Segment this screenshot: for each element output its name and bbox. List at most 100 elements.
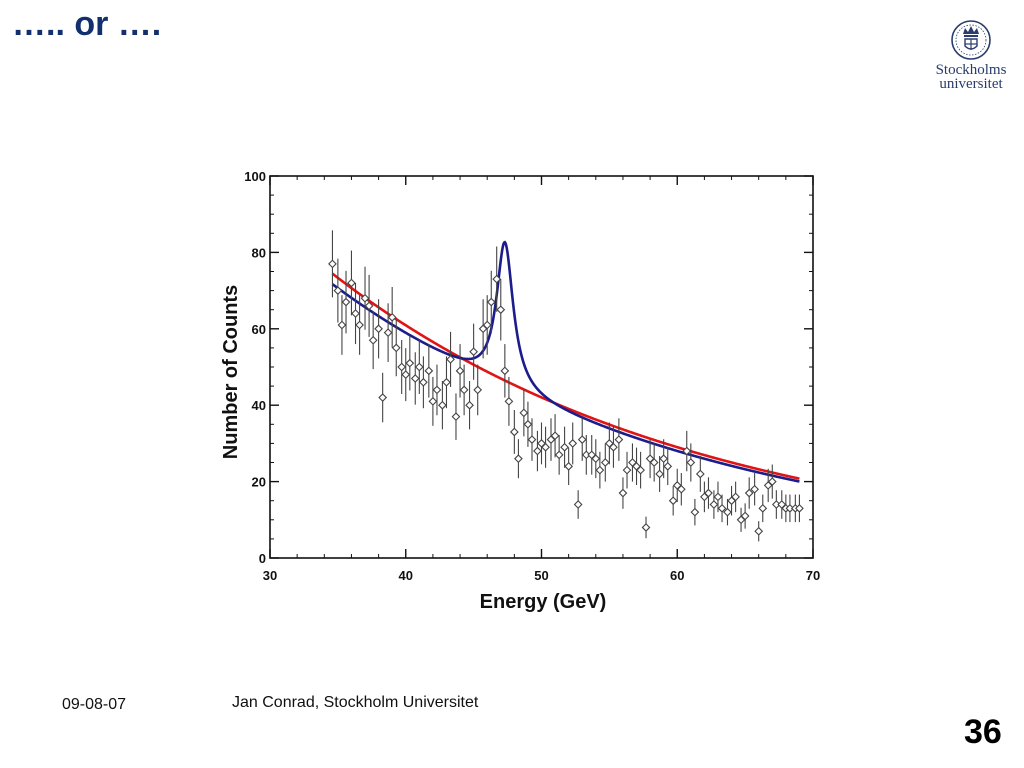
point-marker bbox=[686, 458, 696, 467]
data-point bbox=[795, 494, 804, 523]
data-point bbox=[451, 393, 461, 440]
data-point bbox=[622, 451, 632, 489]
point-marker bbox=[446, 354, 455, 364]
data-point bbox=[740, 503, 750, 529]
point-marker bbox=[600, 458, 610, 467]
data-point bbox=[405, 335, 415, 391]
data-point bbox=[337, 295, 347, 355]
footer-date: 09-08-07 bbox=[62, 696, 127, 713]
data-point bbox=[537, 422, 546, 465]
data-point bbox=[577, 418, 587, 461]
data-point bbox=[519, 389, 529, 437]
data-point bbox=[442, 356, 451, 409]
background-fit-line bbox=[331, 272, 800, 480]
point-marker bbox=[519, 408, 529, 418]
point-marker bbox=[424, 366, 434, 376]
point-marker bbox=[622, 465, 632, 475]
point-marker bbox=[618, 488, 628, 498]
data-point bbox=[636, 451, 645, 489]
point-marker bbox=[347, 278, 356, 288]
data-point bbox=[459, 364, 469, 416]
data-point bbox=[387, 287, 397, 348]
data-point bbox=[419, 356, 428, 409]
data-point bbox=[347, 250, 356, 316]
logo-text-line1: Stockholms bbox=[935, 62, 1007, 78]
point-marker bbox=[695, 469, 705, 479]
data-point bbox=[473, 364, 483, 416]
data-point bbox=[591, 439, 601, 479]
data-point bbox=[446, 331, 455, 387]
point-marker bbox=[533, 446, 542, 456]
data-point bbox=[482, 295, 492, 355]
data-point bbox=[618, 477, 628, 509]
point-marker bbox=[573, 500, 583, 509]
data-point bbox=[355, 295, 364, 355]
x-tick-label: 30 bbox=[263, 568, 277, 583]
data-point bbox=[659, 439, 669, 479]
data-point bbox=[424, 344, 434, 398]
point-marker bbox=[682, 446, 692, 456]
data-point bbox=[600, 443, 610, 482]
data-point bbox=[663, 447, 673, 486]
data-point bbox=[432, 364, 442, 416]
point-marker bbox=[704, 488, 713, 498]
point-marker bbox=[649, 458, 659, 467]
y-tick-label: 80 bbox=[252, 245, 266, 260]
data-point bbox=[514, 439, 523, 479]
point-marker bbox=[492, 274, 502, 284]
data-point bbox=[587, 435, 597, 475]
data-point bbox=[595, 451, 605, 489]
point-marker bbox=[676, 484, 686, 494]
data-point bbox=[641, 516, 651, 539]
data-point bbox=[504, 376, 514, 426]
point-marker bbox=[486, 297, 496, 307]
point-marker bbox=[595, 465, 605, 475]
data-point bbox=[645, 439, 655, 479]
point-marker bbox=[577, 435, 587, 444]
data-point bbox=[486, 270, 496, 334]
data-point bbox=[527, 418, 537, 461]
data-point bbox=[700, 481, 709, 513]
point-marker bbox=[709, 500, 719, 509]
data-point bbox=[500, 344, 510, 398]
point-marker bbox=[333, 286, 343, 295]
data-point bbox=[383, 303, 393, 362]
point-marker bbox=[496, 305, 506, 315]
data-point bbox=[560, 426, 569, 468]
point-marker bbox=[438, 400, 447, 410]
point-marker bbox=[397, 362, 407, 372]
data-point bbox=[717, 494, 727, 523]
data-point bbox=[401, 348, 411, 402]
point-marker bbox=[659, 454, 669, 464]
point-marker bbox=[414, 362, 424, 372]
point-marker bbox=[560, 442, 569, 452]
data-point bbox=[573, 490, 583, 519]
data-point bbox=[455, 344, 465, 398]
data-point bbox=[750, 473, 760, 506]
y-tick-label: 0 bbox=[259, 551, 266, 566]
point-marker bbox=[717, 503, 727, 513]
point-marker bbox=[668, 496, 678, 506]
point-marker bbox=[405, 358, 415, 368]
data-point bbox=[568, 422, 578, 465]
point-marker bbox=[523, 419, 533, 429]
point-marker bbox=[663, 461, 673, 471]
crown-seal-icon bbox=[951, 20, 991, 60]
data-point bbox=[550, 414, 560, 458]
point-marker bbox=[614, 435, 624, 444]
data-point bbox=[695, 456, 705, 492]
point-marker bbox=[383, 328, 393, 337]
point-marker bbox=[432, 385, 442, 395]
data-point bbox=[686, 443, 696, 482]
point-marker bbox=[744, 488, 754, 498]
point-marker bbox=[564, 461, 574, 471]
y-tick-label: 100 bbox=[244, 169, 266, 184]
data-point bbox=[704, 477, 713, 509]
point-marker bbox=[690, 507, 700, 517]
point-marker bbox=[767, 477, 777, 486]
data-point bbox=[609, 426, 618, 468]
point-marker bbox=[636, 465, 645, 475]
data-point bbox=[428, 376, 438, 426]
data-point bbox=[465, 381, 474, 430]
page-number: 36 bbox=[964, 713, 1002, 751]
